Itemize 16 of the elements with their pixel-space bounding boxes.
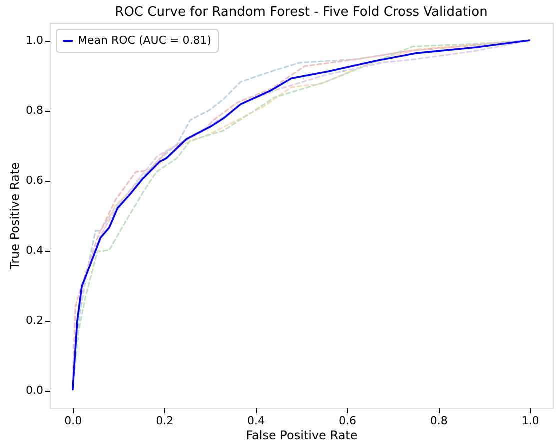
y-tick-label: 0.8 bbox=[26, 104, 44, 117]
x-tick-label: 0.8 bbox=[430, 414, 448, 428]
x-tick-label: 0.0 bbox=[64, 414, 82, 428]
y-axis-title: True Positive Rate bbox=[8, 162, 22, 270]
legend-label: Mean ROC (AUC = 0.81) bbox=[78, 34, 212, 47]
y-tick-label: 0.4 bbox=[26, 244, 44, 257]
y-tick-label: 0.6 bbox=[26, 174, 44, 187]
x-axis-title: False Positive Rate bbox=[246, 428, 358, 442]
x-tick-label: 0.4 bbox=[248, 414, 266, 428]
chart-title: ROC Curve for Random Forest - Five Fold Cross Validation bbox=[115, 5, 488, 20]
y-tick-label: 1.0 bbox=[26, 34, 44, 47]
x-tick-label: 0.6 bbox=[338, 414, 356, 428]
x-tick-label: 0.2 bbox=[156, 414, 174, 428]
y-tick-label: 0.0 bbox=[26, 384, 44, 397]
x-tick-label: 1.0 bbox=[522, 414, 540, 428]
y-tick-label: 0.2 bbox=[26, 314, 44, 327]
